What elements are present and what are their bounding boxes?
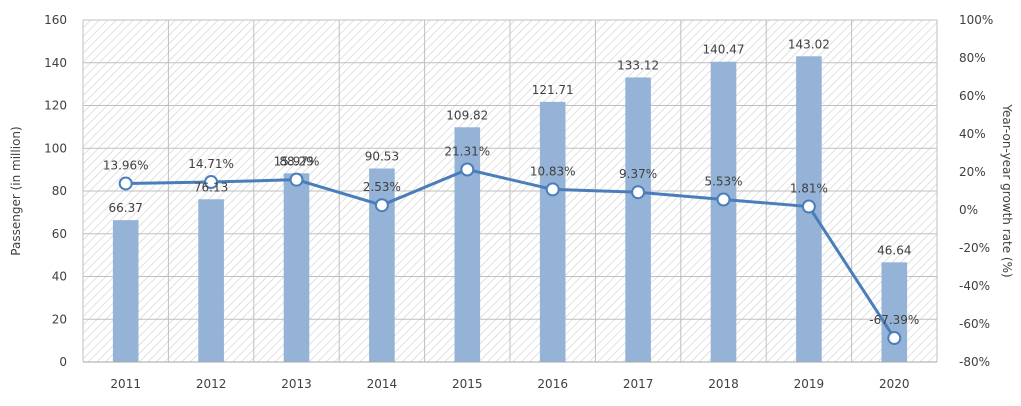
x-tick-label: 2015 xyxy=(452,377,483,391)
y-right-tick-label: 100% xyxy=(959,13,993,27)
bar-value-label: 143.02 xyxy=(788,37,830,51)
bar-value-label: 46.64 xyxy=(877,243,911,257)
growth-rate-label: 10.83% xyxy=(530,164,576,178)
bar xyxy=(454,127,481,362)
growth-rate-label: 5.53% xyxy=(704,174,742,188)
growth-rate-point xyxy=(801,199,816,214)
x-tick-label: 2018 xyxy=(708,377,739,391)
bar xyxy=(625,77,651,363)
y-left-tick-label: 80 xyxy=(52,184,67,198)
axes: 0 20 40 60 80 100 120 140 160 -80% -60% -40% -20% 0% 2… xyxy=(9,13,1014,391)
y-left-tick-label: 140 xyxy=(44,56,67,70)
x-tick-label: 2016 xyxy=(537,377,568,391)
x-tick-label: 2012 xyxy=(196,377,227,391)
bar xyxy=(710,61,737,363)
bar xyxy=(369,168,395,362)
y-left-tick-label: 20 xyxy=(52,312,67,326)
growth-rate-label: 13.96% xyxy=(103,158,149,172)
bar xyxy=(283,173,310,362)
grid xyxy=(82,19,938,363)
bar-value-label: 121.71 xyxy=(532,83,574,97)
y-right-tick-label: 20% xyxy=(959,165,986,179)
growth-rate-point xyxy=(289,172,304,187)
y-left-tick-label: 0 xyxy=(59,355,67,369)
line-series xyxy=(118,162,902,346)
y-left-axis-title: Passenger (in million) xyxy=(9,126,23,255)
y-right-tick-label: 80% xyxy=(959,51,986,65)
growth-rate-label: 2.53% xyxy=(363,180,401,194)
bar-value-label: 88.29 xyxy=(279,154,313,168)
y-right-tick-label: 60% xyxy=(959,89,986,103)
y-left-tick-label: 100 xyxy=(44,141,67,155)
growth-rate-label: 9.37% xyxy=(619,167,657,181)
bar xyxy=(881,262,908,362)
bar xyxy=(112,220,139,362)
growth-rate-point xyxy=(204,175,219,190)
bar-series xyxy=(112,56,908,363)
bar-value-label: 133.12 xyxy=(617,58,659,72)
y-left-tick-label: 60 xyxy=(52,227,67,241)
growth-rate-label: 15.97% xyxy=(274,155,320,169)
growth-rate-label: 14.71% xyxy=(188,157,234,171)
growth-rate-point xyxy=(631,185,646,200)
bar xyxy=(539,101,566,362)
x-tick-label: 2017 xyxy=(623,377,654,391)
y-right-tick-label: -40% xyxy=(959,279,990,293)
x-tick-label: 2019 xyxy=(794,377,825,391)
x-tick-label: 2013 xyxy=(281,377,312,391)
x-tick-label: 2014 xyxy=(367,377,398,391)
data-labels: 66.37 76.13 88.29 90.53 109.82 121.71 133.12 14… xyxy=(103,37,920,327)
bar-value-label: 90.53 xyxy=(365,149,399,163)
growth-rate-point xyxy=(716,192,731,207)
growth-rate-label: 1.81% xyxy=(790,182,828,196)
bar-value-label: 66.37 xyxy=(109,201,143,215)
growth-rate-point xyxy=(545,182,560,197)
growth-rate-point xyxy=(460,162,475,177)
y-right-tick-label: 40% xyxy=(959,127,986,141)
growth-rate-label: 21.31% xyxy=(444,145,490,159)
y-left-tick-label: 160 xyxy=(44,13,67,27)
y-left-tick-label: 40 xyxy=(52,270,67,284)
bar xyxy=(198,199,224,362)
bar-value-label: 109.82 xyxy=(446,108,488,122)
bar-value-label: 76.13 xyxy=(194,180,228,194)
growth-rate-point xyxy=(118,176,133,191)
x-tick-label: 2011 xyxy=(110,377,141,391)
growth-rate-label: -67.39% xyxy=(869,313,919,327)
bar-value-label: 140.47 xyxy=(703,43,745,57)
y-right-tick-label: -80% xyxy=(959,355,990,369)
growth-rate-line xyxy=(125,168,896,339)
growth-rate-point xyxy=(374,198,389,213)
y-left-tick-label: 120 xyxy=(44,99,67,113)
x-tick-label: 2020 xyxy=(879,377,910,391)
y-right-tick-label: -60% xyxy=(959,317,990,331)
growth-rate-point xyxy=(887,331,902,346)
y-right-tick-label: 0% xyxy=(959,203,978,217)
y-right-tick-label: -20% xyxy=(959,241,990,255)
y-right-axis-title: Year-on-year growth rate (%) xyxy=(1000,103,1014,277)
